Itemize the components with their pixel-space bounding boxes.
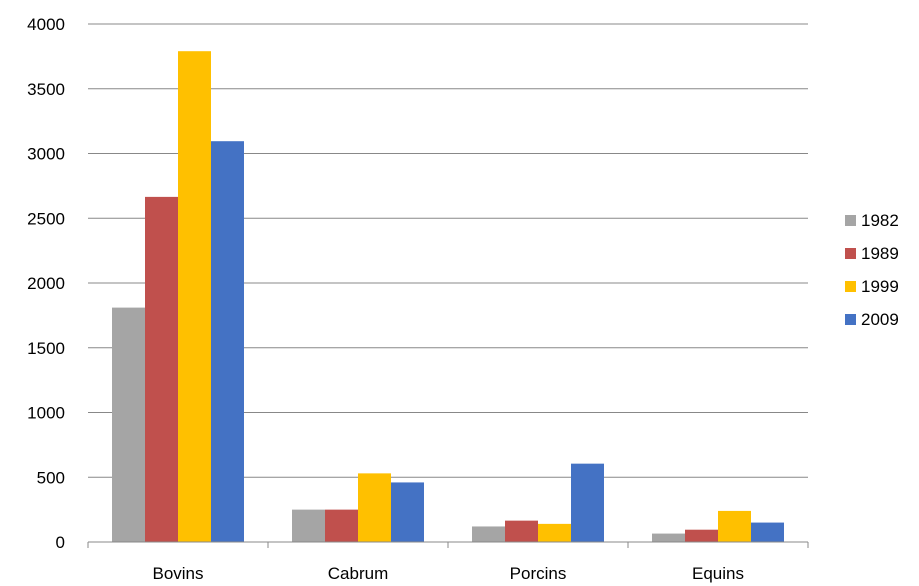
x-tick-label-bovins: Bovins	[152, 564, 203, 583]
x-tick-label-porcins: Porcins	[510, 564, 567, 583]
legend-label-1999: 1999	[861, 277, 899, 296]
bar-bovins-1982	[112, 307, 145, 542]
bar-porcins-2009	[571, 463, 604, 542]
x-tick-label-cabrum: Cabrum	[328, 564, 388, 583]
y-tick-label: 500	[37, 468, 65, 487]
x-axis	[87, 541, 809, 548]
y-tick-label: 1000	[27, 404, 65, 423]
bar-porcins-1999	[538, 523, 571, 542]
bars	[112, 51, 784, 542]
y-tick-label: 3500	[27, 80, 65, 99]
bar-porcins-1982	[472, 526, 505, 542]
legend: 1982 1989 1999 2009	[845, 211, 899, 329]
legend-label-1982: 1982	[861, 211, 899, 230]
y-tick-label: 1500	[27, 339, 65, 358]
bar-cabrum-1989	[325, 509, 358, 542]
y-tick-label: 4000	[27, 15, 65, 34]
legend-label-2009: 2009	[861, 310, 899, 329]
legend-swatch-1982	[845, 215, 856, 226]
bar-equins-1982	[652, 533, 685, 542]
y-tick-label: 2000	[27, 274, 65, 293]
bar-equins-2009	[751, 522, 784, 542]
bar-cabrum-1999	[358, 473, 391, 542]
bar-equins-1989	[685, 529, 718, 542]
y-tick-label: 0	[56, 533, 65, 552]
legend-swatch-1989	[845, 248, 856, 259]
y-tick-label: 3000	[27, 145, 65, 164]
bar-cabrum-2009	[391, 482, 424, 542]
x-tick-label-equins: Equins	[692, 564, 744, 583]
bar-bovins-1989	[145, 196, 178, 542]
bar-bovins-1999	[178, 51, 211, 542]
bar-porcins-1989	[505, 520, 538, 542]
y-axis-tick-labels: 0 500 1000 1500 2000 2500 3000 3500 4000	[27, 15, 65, 552]
legend-swatch-1999	[845, 281, 856, 292]
x-axis-tick-labels: Bovins Cabrum Porcins Equins	[152, 564, 744, 583]
bar-equins-1999	[718, 510, 751, 542]
legend-swatch-2009	[845, 314, 856, 325]
y-tick-label: 2500	[27, 209, 65, 228]
bar-cabrum-1982	[292, 509, 325, 542]
legend-label-1989: 1989	[861, 244, 899, 263]
bar-bovins-2009	[211, 141, 244, 542]
